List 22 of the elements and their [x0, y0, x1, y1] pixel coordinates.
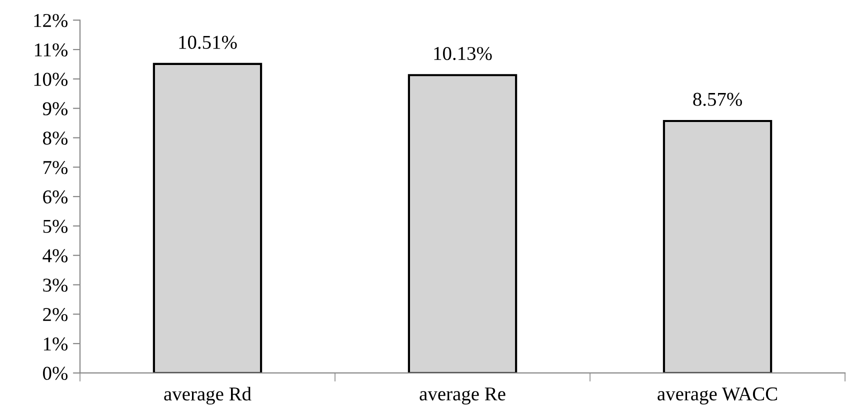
y-tick-label: 7% — [44, 160, 68, 174]
data-label: 8.57% — [693, 92, 742, 106]
y-tick-label: 8% — [43, 132, 68, 145]
y-tick-label: 0% — [43, 366, 68, 380]
data-label: 10.13% — [434, 46, 492, 60]
bar — [408, 74, 518, 373]
y-tick-label: 5% — [43, 220, 68, 233]
x-tick-label: average WACC — [658, 387, 778, 405]
y-tick-label: 4% — [42, 249, 68, 262]
y-tick-label: 9% — [42, 102, 68, 116]
y-tick-label: 6% — [43, 190, 68, 204]
y-tick-label: 10% — [34, 72, 68, 86]
data-label: 10.51% — [179, 36, 237, 49]
bar — [662, 120, 772, 373]
y-tick-label: 11% — [34, 43, 68, 57]
x-tick-label: average Rd — [164, 386, 252, 405]
x-tick-label: average Re — [420, 388, 506, 405]
bar — [152, 62, 262, 373]
y-tick-label: 12% — [34, 14, 68, 28]
y-tick-label: 2% — [43, 308, 68, 322]
y-tick-label: 3% — [43, 278, 68, 292]
y-tick-label: 1% — [44, 337, 68, 351]
